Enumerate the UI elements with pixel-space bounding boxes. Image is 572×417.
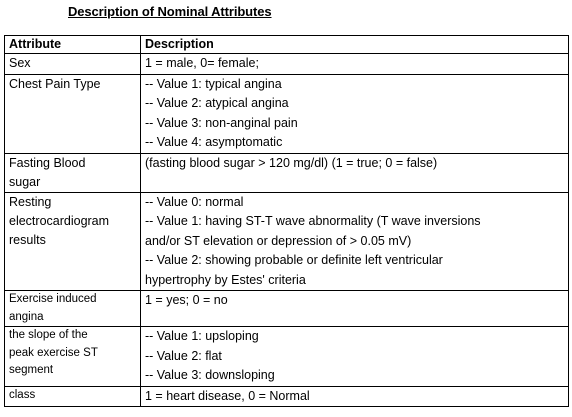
description-text: -- Value 2: flat — [145, 348, 222, 363]
attribute-text: peak exercise ST — [9, 346, 98, 359]
attribute-text: Exercise induced — [9, 293, 97, 305]
attribute-cell: Exercise induced angina — [4, 290, 141, 327]
attribute-text: Resting — [9, 194, 52, 209]
header-attribute: Attribute — [4, 35, 141, 54]
description-text: -- Value 3: non-anginal pain — [145, 115, 298, 130]
attribute-text: results — [9, 232, 46, 247]
description-text: -- Value 0: normal — [145, 194, 244, 209]
description-cell: 1 = heart disease, 0 = Normal — [140, 385, 569, 407]
attribute-text: segment — [9, 364, 54, 376]
description-text: -- Value 2: showing probable or definite… — [145, 253, 443, 267]
attribute-text: angina — [9, 310, 44, 323]
table-row-chest-pain-type: Chest Pain Type -- Value 1: typical angi… — [4, 73, 569, 154]
description-text: -- Value 4: asymptomatic — [145, 135, 283, 149]
description-text: (fasting blood sugar > 120 mg/dl) (1 = t… — [145, 155, 438, 170]
table-row-resting-ecg: Resting electrocardiogram results -- Val… — [4, 191, 569, 291]
attribute-cell: Fasting Blood sugar — [4, 152, 141, 193]
description-text: -- Value 3: downsloping — [145, 368, 275, 382]
description-cell: -- Value 1: typical angina -- Value 2: a… — [140, 73, 569, 154]
attribute-text: sugar — [9, 174, 41, 189]
description-text: 1 = male, 0= female; — [145, 56, 259, 70]
attribute-text: Chest Pain Type — [9, 76, 101, 91]
description-text: -- Value 2: atypical angina — [145, 96, 289, 110]
description-cell: (fasting blood sugar > 120 mg/dl) (1 = t… — [140, 152, 569, 193]
attribute-text: electrocardiogram — [9, 213, 110, 228]
description-cell: -- Value 1: upsloping -- Value 2: flat -… — [140, 326, 569, 387]
description-text: -- Value 1: typical angina — [145, 76, 282, 91]
attribute-cell: class — [4, 385, 141, 407]
table-row-st-slope: the slope of the peak exercise ST segmen… — [4, 326, 569, 387]
description-text: 1 = heart disease, 0 = Normal — [145, 388, 310, 403]
description-text: -- Value 1: upsloping — [145, 329, 259, 343]
description-cell: -- Value 0: normal -- Value 1: having ST… — [140, 191, 569, 291]
description-text: 1 = yes; 0 = no — [145, 293, 228, 307]
attribute-cell: Chest Pain Type — [4, 73, 141, 154]
table-row-class: class 1 = heart disease, 0 = Normal — [4, 385, 569, 407]
header-description: Description — [140, 35, 569, 54]
table-row-exercise-angina: Exercise induced angina 1 = yes; 0 = no — [4, 290, 569, 327]
document-title: Description of Nominal Attributes — [68, 4, 272, 19]
table-header-row: Attribute Description — [4, 35, 569, 54]
attribute-text: Fasting Blood — [9, 155, 86, 170]
table-row-sex: Sex 1 = male, 0= female; — [4, 53, 569, 75]
attribute-cell: Resting electrocardiogram results — [4, 191, 141, 291]
description-text: and/or ST elevation or depression of > 0… — [145, 233, 412, 248]
attribute-text: class — [9, 388, 36, 401]
description-text: hypertrophy by Estes' criteria — [145, 272, 306, 287]
table-row-fasting-blood-sugar: Fasting Blood sugar (fasting blood sugar… — [4, 152, 569, 193]
attribute-cell: the slope of the peak exercise ST segmen… — [4, 326, 141, 387]
attribute-text: Sex — [9, 56, 31, 70]
attribute-text: the slope of the — [9, 329, 88, 341]
description-cell: 1 = male, 0= female; — [140, 53, 569, 75]
description-text: -- Value 1: having ST-T wave abnormality… — [145, 214, 481, 228]
nominal-attributes-table: Attribute Description Sex 1 = male, 0= f… — [4, 35, 569, 407]
description-cell: 1 = yes; 0 = no — [140, 290, 569, 327]
attribute-cell: Sex — [4, 53, 141, 75]
